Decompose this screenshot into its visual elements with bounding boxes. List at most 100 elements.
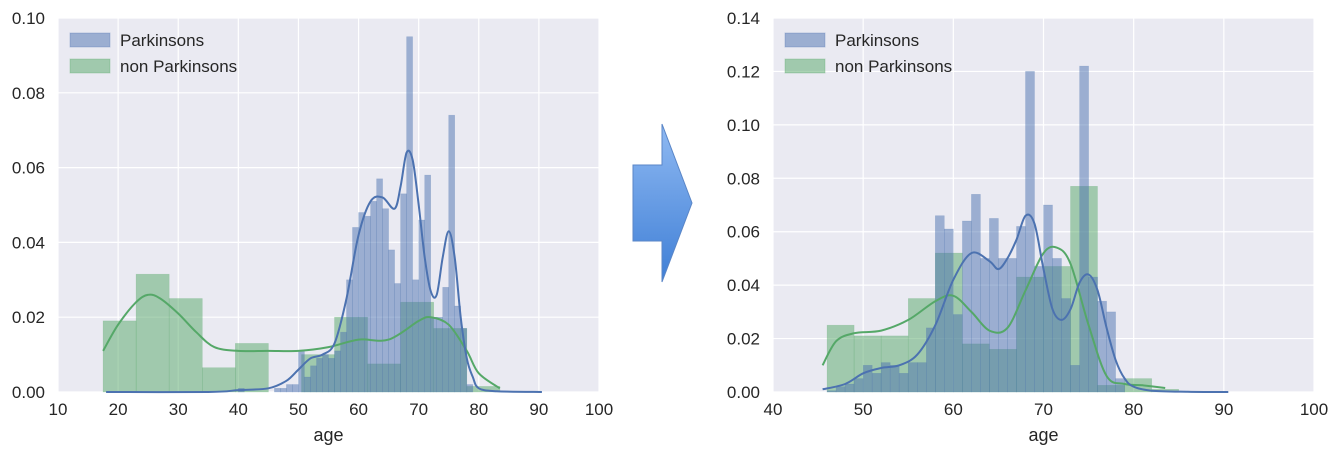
histogram-bar bbox=[400, 193, 407, 393]
histogram-bar bbox=[430, 316, 438, 393]
histogram-bar bbox=[388, 249, 395, 393]
y-tick-label: 0.00 bbox=[727, 383, 760, 402]
histogram-bars bbox=[826, 65, 1179, 393]
histogram-bar bbox=[454, 305, 462, 393]
histogram-bar bbox=[135, 273, 170, 393]
chart-right: 40 50 60 70 80 90 1000.000.020.040.060.080.100… bbox=[727, 9, 1328, 445]
x-tick-label: 90 bbox=[529, 400, 548, 419]
y-tick-label: 0.02 bbox=[727, 330, 760, 349]
histogram-bar bbox=[274, 387, 281, 393]
histogram-bar bbox=[334, 350, 341, 393]
histogram-bar bbox=[352, 227, 359, 393]
x-tick-label: 40 bbox=[764, 400, 783, 419]
legend-label: non Parkinsons bbox=[120, 57, 237, 76]
chart-left: 10 20 30 40 50 60 70 80 90 1000.000.020.040.060.0… bbox=[12, 9, 613, 445]
histogram-bar bbox=[280, 387, 287, 393]
x-tick-label: 80 bbox=[1124, 400, 1143, 419]
histogram-bar bbox=[1088, 276, 1098, 393]
x-tick-label: 10 bbox=[49, 400, 68, 419]
histogram-bar bbox=[989, 218, 999, 393]
histogram-bar bbox=[1115, 378, 1125, 393]
histogram-bar bbox=[322, 354, 329, 393]
histogram-bar bbox=[952, 314, 963, 393]
histogram-bar bbox=[862, 364, 873, 393]
histogram-bar bbox=[1052, 258, 1062, 393]
y-tick-label: 0.04 bbox=[727, 276, 760, 295]
histogram-bar bbox=[310, 365, 317, 393]
histogram-bar bbox=[412, 279, 420, 393]
y-tick-labels: 0.00 0.02 0.04 0.06 0.08 0.10 0.12 0.14 bbox=[727, 9, 760, 402]
histogram-bar bbox=[316, 357, 323, 393]
x-tick-label: 100 bbox=[585, 400, 613, 419]
histogram-bar bbox=[168, 298, 203, 393]
histogram-bar bbox=[898, 372, 909, 393]
y-tick-label: 0.06 bbox=[12, 159, 45, 178]
histogram-bar bbox=[1043, 204, 1053, 393]
histogram-bar bbox=[1106, 311, 1116, 393]
y-tick-label: 0.14 bbox=[727, 9, 760, 28]
histogram-bar bbox=[394, 283, 401, 393]
histogram-bar bbox=[406, 36, 413, 393]
histogram-bar bbox=[370, 201, 377, 393]
histogram-bar bbox=[376, 178, 383, 393]
histogram-bar bbox=[916, 362, 927, 393]
histogram-bar bbox=[871, 372, 882, 393]
x-tick-labels: 40 50 60 70 80 90 100 bbox=[764, 400, 1329, 419]
legend-swatch bbox=[784, 58, 826, 74]
kde-line bbox=[102, 293, 501, 390]
x-tick-label: 70 bbox=[1034, 400, 1053, 419]
y-tick-labels: 0.00 0.02 0.04 0.06 0.08 0.10 bbox=[12, 9, 45, 402]
y-tick-label: 0.10 bbox=[12, 9, 45, 28]
histogram-bar bbox=[835, 386, 846, 393]
x-tick-label: 60 bbox=[349, 400, 368, 419]
x-tick-label: 20 bbox=[109, 400, 128, 419]
histogram-bar bbox=[971, 194, 981, 393]
histogram-bar bbox=[292, 384, 299, 393]
kde-line bbox=[822, 213, 1229, 393]
x-tick-label: 90 bbox=[1214, 400, 1233, 419]
histogram-bar bbox=[1007, 258, 1017, 393]
histogram-bar bbox=[1034, 266, 1044, 393]
histogram-bar bbox=[202, 367, 236, 393]
y-tick-label: 0.04 bbox=[12, 233, 45, 252]
y-tick-label: 0.08 bbox=[727, 169, 760, 188]
histogram-bar bbox=[424, 174, 432, 393]
y-tick-label: 0.02 bbox=[12, 308, 45, 327]
x-tick-label: 80 bbox=[469, 400, 488, 419]
histogram-bar bbox=[442, 286, 450, 393]
arrow-right-icon bbox=[632, 123, 693, 283]
x-tick-label: 30 bbox=[169, 400, 188, 419]
x-axis-label: age bbox=[313, 425, 343, 445]
histogram-bar bbox=[102, 320, 137, 393]
histogram-bar bbox=[998, 258, 1008, 393]
histogram-bar bbox=[466, 384, 474, 393]
x-tick-label: 50 bbox=[289, 400, 308, 419]
histogram-bar bbox=[1097, 300, 1107, 393]
x-tick-label: 50 bbox=[854, 400, 873, 419]
histogram-bar bbox=[1079, 65, 1089, 393]
legend: Parkinsons non Parkinsons bbox=[69, 31, 237, 76]
histogram-bar bbox=[298, 350, 305, 393]
histogram-bar bbox=[286, 384, 293, 393]
histogram-bar bbox=[889, 364, 900, 393]
legend-swatch bbox=[784, 32, 826, 48]
kde-line bbox=[821, 245, 1166, 389]
x-tick-label: 100 bbox=[1300, 400, 1328, 419]
histogram-bar bbox=[304, 376, 311, 393]
legend-swatch bbox=[69, 32, 111, 48]
legend-label: Parkinsons bbox=[120, 31, 204, 50]
histogram-bar bbox=[826, 390, 837, 393]
histogram-bar bbox=[328, 357, 335, 393]
histogram-bar bbox=[364, 215, 371, 393]
legend: Parkinsons non Parkinsons bbox=[784, 31, 952, 76]
legend-label: Parkinsons bbox=[835, 31, 919, 50]
histogram-bar bbox=[907, 362, 918, 393]
kde-line bbox=[106, 149, 542, 394]
x-tick-label: 60 bbox=[944, 400, 963, 419]
y-tick-label: 0.06 bbox=[727, 223, 760, 242]
y-tick-label: 0.12 bbox=[727, 62, 760, 81]
x-axis-label: age bbox=[1028, 425, 1058, 445]
histogram-bar bbox=[853, 378, 864, 393]
histogram-bar bbox=[925, 327, 936, 393]
